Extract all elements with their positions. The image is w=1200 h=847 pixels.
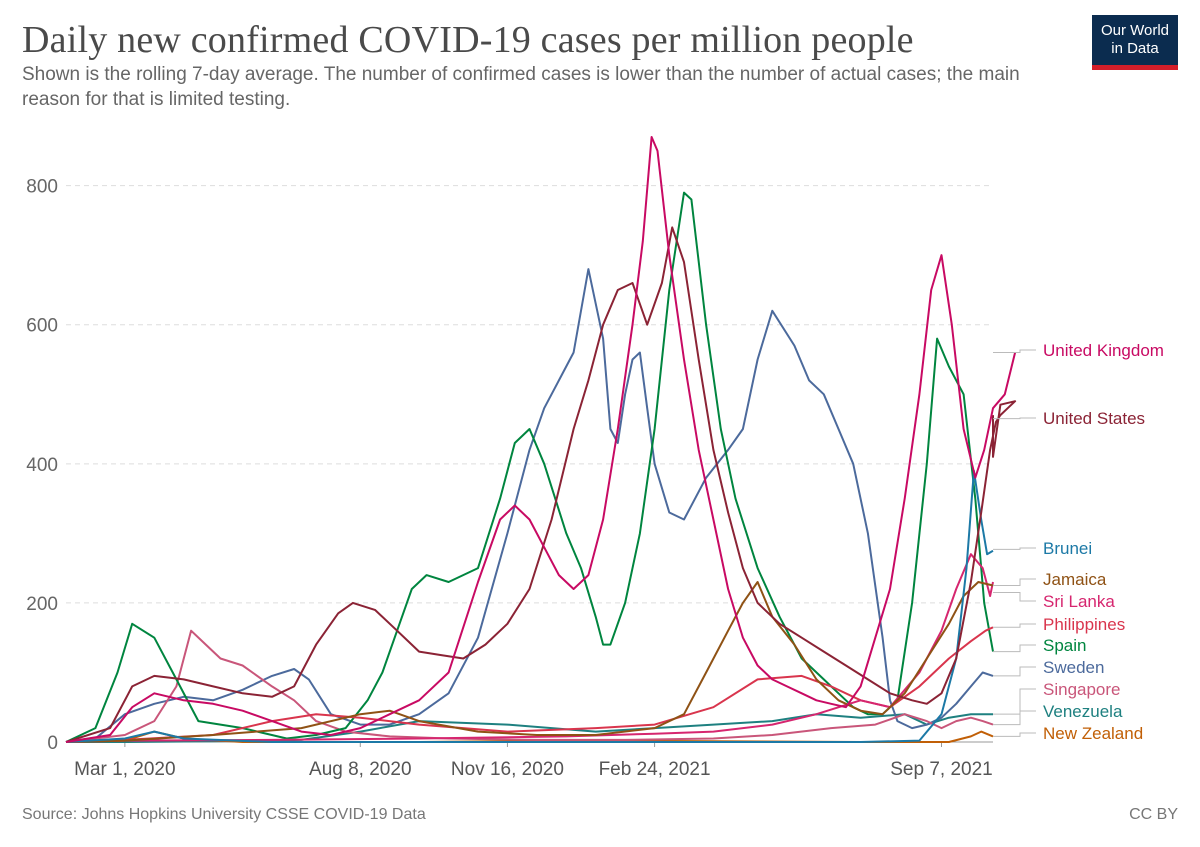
line-chart: 0 200 400 600 800 Mar 1, 2020 Aug 8, 2020 Nov … [26,136,1164,780]
label-connector [993,349,1036,354]
x-tick-label: Aug 8, 2020 [309,759,411,780]
x-axis: Mar 1, 2020 Aug 8, 2020 Nov 16, 2020 Feb 24… [74,742,993,780]
series-line-jamaica [65,581,994,743]
series-line-sri-lanka [65,553,994,743]
y-axis-ticks: 0 200 400 600 800 [26,177,58,754]
x-tick-label: Mar 1, 2020 [74,759,175,780]
series-label-united-states: United States [1043,409,1145,428]
series-label-sri-lanka: Sri Lanka [1043,592,1115,611]
series-line-sweden [65,268,994,743]
series-label-spain: Spain [1043,636,1086,655]
label-connector [993,417,1036,420]
series-line-brunei [65,469,994,743]
label-connector [993,623,1036,628]
y-tick-label: 0 [47,733,58,754]
label-connector [993,644,1036,653]
x-tick-label: Feb 24, 2021 [599,759,711,780]
x-tick-label: Sep 7, 2021 [890,759,992,780]
series-label-new-zealand: New Zealand [1043,724,1143,743]
label-connector [993,732,1036,737]
x-tick-label: Nov 16, 2020 [451,759,564,780]
label-connector [993,578,1036,587]
y-tick-label: 800 [26,177,58,198]
series-label-jamaica: Jamaica [1043,570,1107,589]
series-line-united-states [65,226,1017,743]
series-label-venezuela: Venezuela [1043,702,1123,721]
series-line-united-kingdom [65,136,1017,743]
series-label-united-kingdom: United Kingdom [1043,341,1164,360]
y-tick-label: 400 [26,455,58,476]
series-lines [65,136,1017,743]
logo-line-1: Our World [1100,22,1170,39]
label-connector [993,547,1036,550]
label-connector [993,666,1036,677]
owid-logo[interactable]: Our World in Data [1092,15,1178,70]
series-label-philippines: Philippines [1043,615,1125,634]
chart-title: Daily new confirmed COVID-19 cases per m… [22,19,914,61]
series-label-singapore: Singapore [1043,680,1121,699]
logo-line-2: in Data [1111,40,1159,57]
series-label-sweden: Sweden [1043,658,1104,677]
chart-subtitle: Shown is the rolling 7-day average. The … [22,64,1020,110]
series-line-singapore [65,629,994,743]
label-connector [993,688,1036,726]
series-line-philippines [65,626,994,743]
license-link[interactable]: CC BY [1129,806,1178,823]
y-tick-label: 600 [26,316,58,337]
source-note: Source: Johns Hopkins University CSSE CO… [22,806,426,823]
y-tick-label: 200 [26,594,58,615]
label-connector [993,710,1036,715]
label-connector [993,591,1036,602]
series-label-brunei: Brunei [1043,539,1092,558]
series-labels: United Kingdom United States Brunei Jamaica… [993,341,1164,743]
